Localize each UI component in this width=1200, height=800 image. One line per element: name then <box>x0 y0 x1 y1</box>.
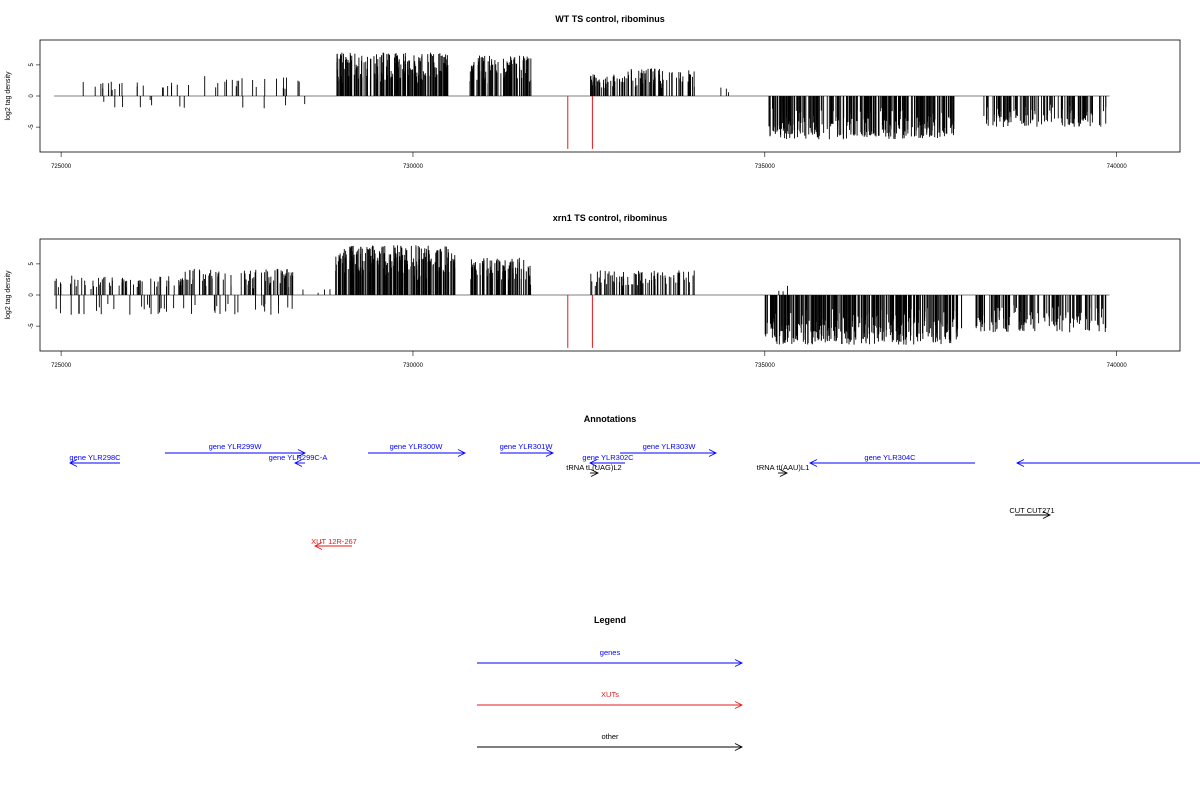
annotation-arrow-head <box>68 459 78 467</box>
chart-title: WT TS control, ribominus <box>555 14 665 24</box>
legend-label: genes <box>600 648 621 657</box>
x-tick-label: 735000 <box>755 363 776 369</box>
y-tick-label: 0 <box>29 94 35 98</box>
x-tick-label: 725000 <box>51 164 72 170</box>
x-tick-label: 730000 <box>403 164 424 170</box>
wt-ts-control-panel: WT TS control, ribominus 5 0 -5 log2 tag den… <box>5 14 1181 170</box>
annotation-arrow-head <box>779 469 789 477</box>
chart-title: xrn1 TS control, ribominus <box>553 213 668 223</box>
annotation-label: XUT 12R-267 <box>311 537 357 546</box>
legend: Legend genes XUTs other <box>477 615 744 751</box>
annotation-label: CUT CUT271 <box>1009 506 1054 515</box>
legend-arrow-head <box>734 659 744 667</box>
annotation-label: gene YLR299W <box>209 442 263 451</box>
annotation-arrow-head <box>590 469 600 477</box>
annotation-label: gene YLR300W <box>390 442 444 451</box>
annotation-arrow-head <box>293 459 303 467</box>
legend-title: Legend <box>594 615 626 625</box>
annotation-label: gene YLR299C-A <box>269 453 328 462</box>
xrn1-ts-control-panel: xrn1 TS control, ribominus 5 0 -5 log2 tag d… <box>5 213 1181 369</box>
annotation-arrow-head <box>708 449 718 457</box>
y-tick-label: 5 <box>29 262 35 266</box>
x-tick-label: 730000 <box>403 363 424 369</box>
x-tick-label: 725000 <box>51 363 72 369</box>
annotation-arrow-head <box>545 449 555 457</box>
annotation-label: tRNA tI(AAU)L1 <box>757 463 810 472</box>
annotations-track: Annotations gene YLR298C gene YLR299W gene… <box>68 414 1200 550</box>
x-tick-label: 740000 <box>1107 164 1128 170</box>
annotation-label: gene YLR303W <box>643 442 697 451</box>
annotation-arrow-head <box>313 542 323 550</box>
annotation-arrow-head <box>1015 459 1025 467</box>
annotation-arrow-head <box>588 459 598 467</box>
annotation-label: gene YLR301W <box>500 442 554 451</box>
annotation-arrow-head <box>457 449 467 457</box>
legend-label: XUTs <box>601 690 619 699</box>
annotation-label: gene YLR298C <box>69 453 121 462</box>
legend-arrow-head <box>734 743 744 751</box>
annotation-label: gene YLR302C <box>582 453 634 462</box>
legend-label: other <box>601 732 619 741</box>
annotation-label: gene YLR304C <box>864 453 916 462</box>
y-axis-label: log2 tag density <box>5 71 12 121</box>
annotation-arrow-head <box>297 449 307 457</box>
y-tick-label: 0 <box>29 293 35 297</box>
annotations-title: Annotations <box>584 414 637 424</box>
y-tick-label: -5 <box>29 323 35 329</box>
y-axis-label: log2 tag density <box>5 270 12 320</box>
x-tick-label: 740000 <box>1107 363 1128 369</box>
legend-arrow-head <box>734 701 744 709</box>
annotation-label: tRNA tL(UAG)L2 <box>566 463 621 472</box>
annotation-arrow-head <box>808 459 818 467</box>
x-tick-label: 735000 <box>755 164 776 170</box>
annotation-arrow-head <box>1042 511 1052 519</box>
y-tick-label: -5 <box>29 124 35 130</box>
y-tick-label: 5 <box>29 63 35 67</box>
